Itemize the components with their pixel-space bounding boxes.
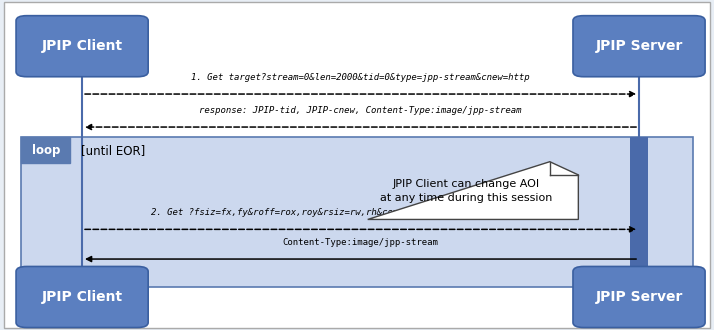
Polygon shape bbox=[368, 162, 578, 219]
Text: Content-Type:image/jpp-stream: Content-Type:image/jpp-stream bbox=[283, 238, 438, 247]
Text: JPIP Client can change AOI: JPIP Client can change AOI bbox=[392, 179, 540, 189]
FancyBboxPatch shape bbox=[4, 2, 710, 328]
FancyBboxPatch shape bbox=[573, 267, 705, 327]
Text: JPIP Client: JPIP Client bbox=[41, 39, 123, 53]
Text: 1. Get target?stream=0&len=2000&tid=0&type=jpp-stream&cnew=http: 1. Get target?stream=0&len=2000&tid=0&ty… bbox=[191, 73, 530, 82]
Text: JPIP Client: JPIP Client bbox=[41, 290, 123, 304]
Text: JPIP Server: JPIP Server bbox=[595, 290, 683, 304]
Text: loop: loop bbox=[31, 144, 60, 157]
Text: 2. Get ?fsiz=fx,fy&roff=rox,roy&rsiz=rw,rh&comps=0-n&stream=0&len=2000&cid=Xxx: 2. Get ?fsiz=fx,fy&roff=rox,roy&rsiz=rw,… bbox=[151, 208, 570, 217]
FancyBboxPatch shape bbox=[16, 267, 149, 327]
FancyBboxPatch shape bbox=[630, 137, 648, 287]
Text: response: JPIP-tid, JPIP-cnew, Content-Type:image/jpp-stream: response: JPIP-tid, JPIP-cnew, Content-T… bbox=[199, 106, 522, 115]
Text: at any time during this session: at any time during this session bbox=[380, 192, 552, 203]
Text: JPIP Server: JPIP Server bbox=[595, 39, 683, 53]
FancyBboxPatch shape bbox=[573, 16, 705, 77]
FancyBboxPatch shape bbox=[21, 137, 693, 287]
FancyBboxPatch shape bbox=[21, 137, 70, 163]
FancyBboxPatch shape bbox=[16, 16, 149, 77]
Text: [until EOR]: [until EOR] bbox=[81, 144, 145, 157]
